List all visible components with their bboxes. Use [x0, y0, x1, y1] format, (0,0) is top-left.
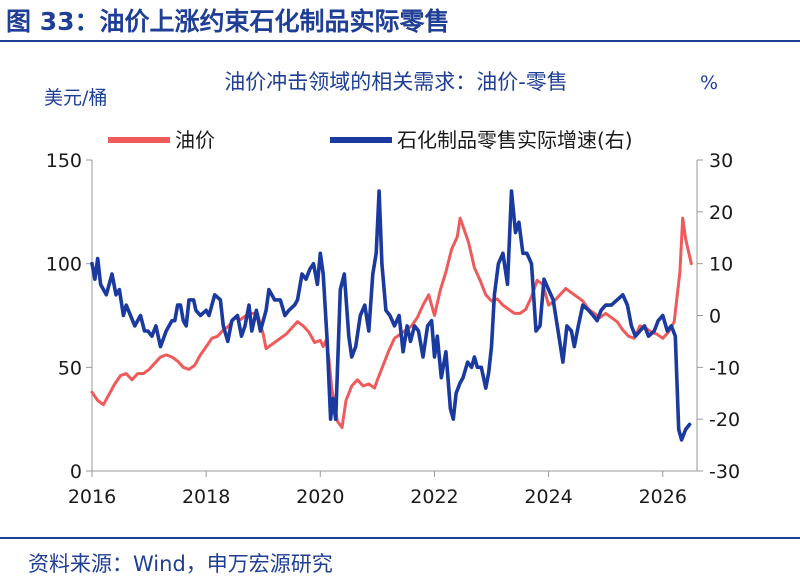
series-line-petrochemical-retail: [90, 189, 692, 442]
x-tick-label: 2022: [410, 486, 458, 508]
legend-label-retail: 石化制品零售实际增速(右): [397, 128, 633, 152]
y-right-tick-label: 0: [709, 306, 721, 328]
y-right-unit: %: [700, 72, 718, 94]
y-left-tick-label: 50: [58, 357, 82, 379]
source-note: 资料来源：Wind，申万宏源研究: [28, 552, 333, 576]
title-rule: [0, 40, 800, 42]
legend-label-oil: 油价: [175, 128, 215, 152]
x-tick-label: 2020: [296, 486, 344, 508]
y-right-tick-label: 30: [709, 150, 733, 172]
y-left-unit: 美元/桶: [44, 87, 107, 109]
y-right-tick-label: -10: [709, 357, 740, 379]
y-left-tick-label: 100: [46, 254, 82, 276]
footer-rule: [0, 537, 800, 539]
axis-ticks: 2016 2018 2020 2022 2024 2026050100150-30-20-…: [46, 150, 740, 508]
x-tick-label: 2026: [639, 486, 687, 508]
x-tick-label: 2016: [68, 486, 116, 508]
figure-title: 图 33：油价上涨约束石化制品实际零售: [6, 7, 450, 36]
y-right-tick-label: 20: [709, 202, 733, 224]
y-right-tick-label: 10: [709, 254, 733, 276]
y-left-tick-label: 150: [46, 150, 82, 172]
series-layer: [90, 189, 693, 442]
chart-title: 油价冲击领域的相关需求：油价-零售: [224, 70, 568, 94]
y-right-tick-label: -30: [709, 461, 740, 483]
y-right-tick-label: -20: [709, 409, 740, 431]
x-tick-label: 2018: [182, 486, 230, 508]
y-left-tick-label: 0: [70, 461, 82, 483]
x-tick-label: 2024: [524, 486, 572, 508]
